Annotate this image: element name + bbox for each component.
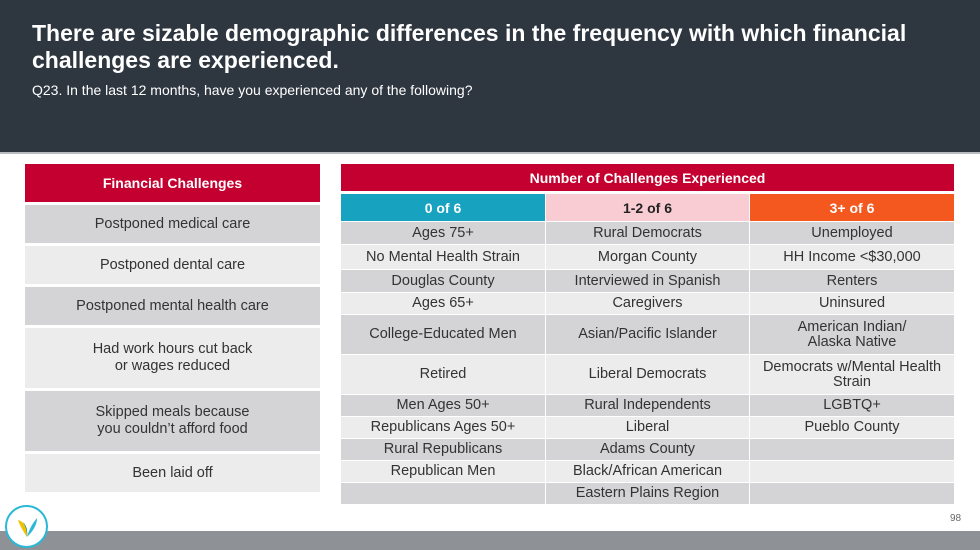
cell-zero-of-six: College-Educated Men (341, 314, 545, 354)
cell-three-plus-of-six: HH Income <$30,000 (750, 244, 954, 269)
table-row: Douglas County Interviewed in Spanish Rent… (341, 269, 954, 292)
cell-one-two-of-six: Interviewed in Spanish (546, 269, 749, 292)
cell-zero-of-six: Retired (341, 354, 545, 394)
cell-one-two-of-six: Rural Independents (546, 394, 749, 416)
table-row: Republican Men Black/African American (341, 460, 954, 482)
challenge-row: Postponed dental care (25, 243, 320, 284)
table-row: Republicans Ages 50+ Liberal Pueblo County (341, 416, 954, 438)
cell-zero-of-six: Douglas County (341, 269, 545, 292)
cell-three-plus-of-six: Renters (750, 269, 954, 292)
cell-zero-of-six: Republicans Ages 50+ (341, 416, 545, 438)
cell-zero-of-six: Men Ages 50+ (341, 394, 545, 416)
cell-three-plus-of-six: Democrats w/Mental Health Strain (750, 354, 954, 394)
challenges-experienced-heading: Number of Challenges Experienced (341, 164, 954, 191)
cell-one-two-of-six: Black/African American (546, 460, 749, 482)
table-row: College-Educated Men Asian/Pacific Island… (341, 314, 954, 354)
challenges-experienced-table: Number of Challenges Experienced 0 of 6 … (341, 164, 954, 504)
cell-zero-of-six: Republican Men (341, 460, 545, 482)
cell-zero-of-six: Ages 75+ (341, 221, 545, 244)
cell-three-plus-of-six: Uninsured (750, 292, 954, 314)
table-row: Men Ages 50+ Rural Independents LGBTQ+ (341, 394, 954, 416)
table-row: Rural Republicans Adams County (341, 438, 954, 460)
cell-one-two-of-six: Morgan County (546, 244, 749, 269)
cell-one-two-of-six: Eastern Plains Region (546, 482, 749, 504)
page-title: There are sizable demographic difference… (32, 20, 907, 73)
cell-three-plus-of-six: American Indian/ Alaska Native (750, 314, 954, 354)
challenge-row: Postponed medical care (25, 202, 320, 243)
cell-three-plus-of-six: Unemployed (750, 221, 954, 244)
challenge-row: Had work hours cut back or wages reduced (25, 325, 320, 388)
header: There are sizable demographic difference… (0, 0, 980, 154)
footer-bar (0, 531, 980, 550)
cell-three-plus-of-six (750, 482, 954, 504)
table-row: Ages 65+ Caregivers Uninsured (341, 292, 954, 314)
cell-one-two-of-six: Liberal (546, 416, 749, 438)
cell-zero-of-six: Rural Republicans (341, 438, 545, 460)
cell-three-plus-of-six (750, 438, 954, 460)
cell-one-two-of-six: Adams County (546, 438, 749, 460)
cell-zero-of-six: No Mental Health Strain (341, 244, 545, 269)
cell-one-two-of-six: Rural Democrats (546, 221, 749, 244)
page-number: 98 (950, 513, 962, 524)
column-header-1-2-of-6: 1-2 of 6 (546, 194, 749, 221)
challenge-row: Skipped meals because you couldn’t affor… (25, 388, 320, 451)
table-row: Ages 75+ Rural Democrats Unemployed (341, 221, 954, 244)
cell-zero-of-six (341, 482, 545, 504)
cell-three-plus-of-six: Pueblo County (750, 416, 954, 438)
v-leaf-logo-icon (5, 505, 48, 548)
table-row: No Mental Health Strain Morgan County HH I… (341, 244, 954, 269)
table-row: Eastern Plains Region (341, 482, 954, 504)
column-headers: 0 of 6 1-2 of 6 3+ of 6 (341, 194, 954, 221)
cell-one-two-of-six: Asian/Pacific Islander (546, 314, 749, 354)
cell-zero-of-six: Ages 65+ (341, 292, 545, 314)
financial-challenges-heading: Financial Challenges (25, 164, 320, 202)
challenge-row: Been laid off (25, 451, 320, 492)
cell-three-plus-of-six: LGBTQ+ (750, 394, 954, 416)
challenge-row: Postponed mental health care (25, 284, 320, 325)
column-header-0-of-6: 0 of 6 (341, 194, 545, 221)
financial-challenges-table: Financial Challenges Postponed medical c… (25, 164, 320, 492)
page-subtitle: Q23. In the last 12 months, have you exp… (32, 82, 473, 98)
cell-three-plus-of-six (750, 460, 954, 482)
table-row: Retired Liberal Democrats Democrats w/Ment… (341, 354, 954, 394)
column-header-3-plus-of-6: 3+ of 6 (750, 194, 954, 221)
cell-one-two-of-six: Liberal Democrats (546, 354, 749, 394)
cell-one-two-of-six: Caregivers (546, 292, 749, 314)
